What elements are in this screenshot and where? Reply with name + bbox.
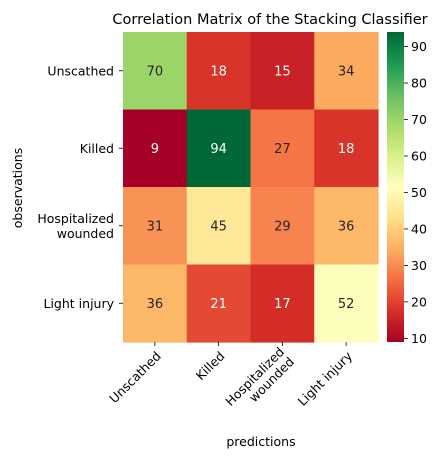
cell-value-label: 9	[151, 142, 159, 157]
colorbar-tick-label: 10	[411, 331, 427, 346]
heatmap-cell	[123, 32, 188, 111]
y-tick-label: Light injury	[44, 296, 115, 311]
heatmap-cell	[186, 187, 252, 266]
heatmap-cell	[314, 264, 379, 343]
x-tick-label: Hospitalizedwounded	[222, 344, 297, 419]
heatmap-cell	[186, 109, 252, 188]
heatmap-cell	[314, 32, 379, 111]
heatmap-cells	[123, 32, 379, 343]
colorbar-tick-label: 40	[411, 221, 427, 236]
cell-value-label: 34	[338, 64, 355, 79]
colorbar-tick-label: 50	[411, 185, 427, 200]
heatmap-cell	[186, 264, 252, 343]
colorbar-tick-label: 90	[411, 39, 427, 54]
colorbar	[387, 32, 404, 342]
heatmap-cell	[250, 32, 315, 111]
cell-value-label: 36	[338, 219, 355, 234]
cell-value-label: 15	[274, 64, 291, 79]
cell-value-label: 36	[147, 297, 164, 312]
heatmap-cell	[250, 187, 315, 266]
heatmap-cell	[186, 32, 252, 111]
cell-value-label: 21	[210, 297, 227, 312]
heatmap-cell	[250, 109, 315, 188]
cell-value-label: 18	[338, 142, 355, 157]
colorbar-tick-label: 60	[411, 149, 427, 164]
y-tick-label: Killed	[80, 141, 114, 156]
heatmap-cell	[123, 264, 188, 343]
cell-value-label: 17	[274, 297, 291, 312]
chart-title: Correlation Matrix of the Stacking Class…	[112, 12, 427, 28]
colorbar-tick-label: 80	[411, 76, 427, 91]
cell-value-label: 52	[338, 297, 355, 312]
x-tick-label: Light injury	[295, 348, 356, 409]
colorbar-tick-label: 30	[411, 258, 427, 273]
heatmap-cell	[250, 264, 315, 343]
colorbar-ticks: 10 20 30 40 50 60 70 80 90	[404, 39, 427, 346]
y-tick-label: Unscathed	[47, 63, 114, 78]
cell-value-label: 70	[147, 64, 164, 79]
y-tick-label: Hospitalized wounded	[37, 211, 114, 241]
x-axis-label: predictions	[226, 434, 295, 449]
heatmap-cell	[123, 109, 188, 188]
cell-value-label: 18	[210, 64, 227, 79]
heatmap-cell	[314, 109, 379, 188]
cell-value-label: 45	[210, 219, 227, 234]
cell-annotations: 70 18 15 34 9 94 27 18 31 45 29 36 36 21 17 52	[147, 64, 355, 312]
cell-value-label: 31	[147, 219, 164, 234]
cell-value-label: 27	[274, 142, 291, 157]
colorbar-tick-label: 20	[411, 294, 427, 309]
colorbar-tick-label: 70	[411, 112, 427, 127]
cell-value-label: 94	[210, 142, 227, 157]
heatmap-cell	[314, 187, 379, 266]
y-axis-label: observations	[10, 148, 25, 228]
cell-value-label: 29	[274, 219, 291, 234]
x-tick-labels: Unscathed KilledHospitalizedwoundedLight …	[106, 342, 356, 419]
x-tick-label: Killed	[193, 348, 228, 383]
heatmap-cell	[123, 187, 188, 266]
x-tick-label: Unscathed	[106, 348, 164, 406]
y-tick-labels: Unscathed Killed Hospitalized wounded Light …	[37, 63, 123, 311]
